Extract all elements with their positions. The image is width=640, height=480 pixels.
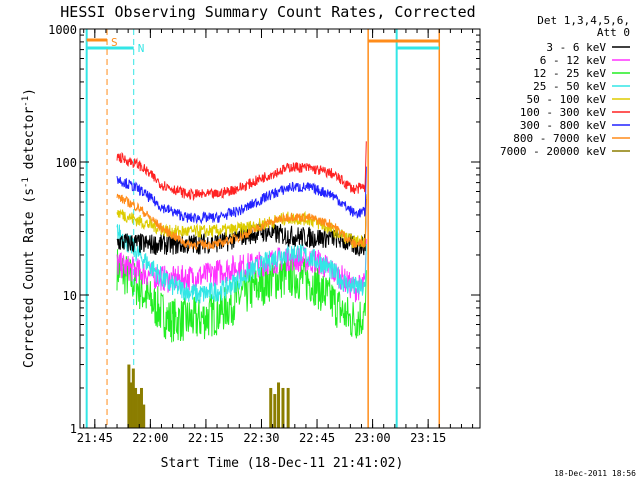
legend-label-3: 25 - 50 keV <box>533 80 606 93</box>
series-line-5 <box>116 141 367 202</box>
y-axis-title-part-1: Corrected Count Rate (s <box>22 188 37 368</box>
y-tick-label-1: 10 <box>63 289 77 303</box>
x-tick-label-6: 23:15 <box>410 431 446 445</box>
legend-header-line-1: Det 1,3,4,5,6, <box>537 14 630 27</box>
y-axis-title: Corrected Count Rate (s-1 detector-1) <box>21 88 37 368</box>
marker-label-S: S <box>111 36 118 49</box>
chart-title: HESSI Observing Summary Count Rates, Cor… <box>60 3 475 21</box>
legend-label-2: 12 - 25 keV <box>533 67 606 80</box>
x-tick-label-4: 22:45 <box>299 431 335 445</box>
x-tick-label-1: 22:00 <box>132 431 168 445</box>
y-axis-title-part-2: detector <box>22 107 37 178</box>
marker-label-N: N <box>138 42 145 55</box>
legend-label-5: 100 - 300 keV <box>520 106 606 119</box>
x-tick-label-2: 22:15 <box>188 431 224 445</box>
x-axis-title: Start Time (18-Dec-11 21:41:02) <box>161 456 404 471</box>
x-tick-label-0: 21:45 <box>77 431 113 445</box>
legend-label-8: 7000 - 20000 keV <box>500 145 606 158</box>
legend-label-1: 6 - 12 keV <box>540 54 607 67</box>
y-axis-title-part-3: ) <box>22 88 37 96</box>
axes-layer: 21:45 22:00 22:15 22:30 22:45 23:00 23:15 1 10 10… <box>48 23 480 445</box>
series-line-1 <box>116 238 367 303</box>
legend-label-4: 50 - 100 keV <box>527 93 607 106</box>
series-line-3 <box>116 224 367 304</box>
series-line-7 <box>116 193 367 251</box>
series-line-2 <box>116 249 367 343</box>
y-tick-label-0: 1 <box>70 422 77 436</box>
legend-label-7: 800 - 7000 keV <box>513 132 606 145</box>
x-tick-label-5: 23:00 <box>355 431 391 445</box>
plot-frame <box>79 28 481 429</box>
legend-label-0: 3 - 6 keV <box>546 41 606 54</box>
y-axis-title-sup-1: -1 <box>21 177 31 188</box>
series-layer <box>116 141 367 429</box>
footer-timestamp: 18-Dec-2011 18:56 <box>554 469 636 478</box>
series-line-0 <box>116 198 367 257</box>
y-axis-title-sup-2: -1 <box>21 96 31 107</box>
legend-label-6: 300 - 800 keV <box>520 119 606 132</box>
y-tick-label-3: 1000 <box>48 23 77 37</box>
y-tick-label-2: 100 <box>55 156 77 170</box>
legend-header-line-2: Att 0 <box>597 26 630 39</box>
series-line-6 <box>116 166 367 225</box>
x-tick-label-3: 22:30 <box>243 431 279 445</box>
